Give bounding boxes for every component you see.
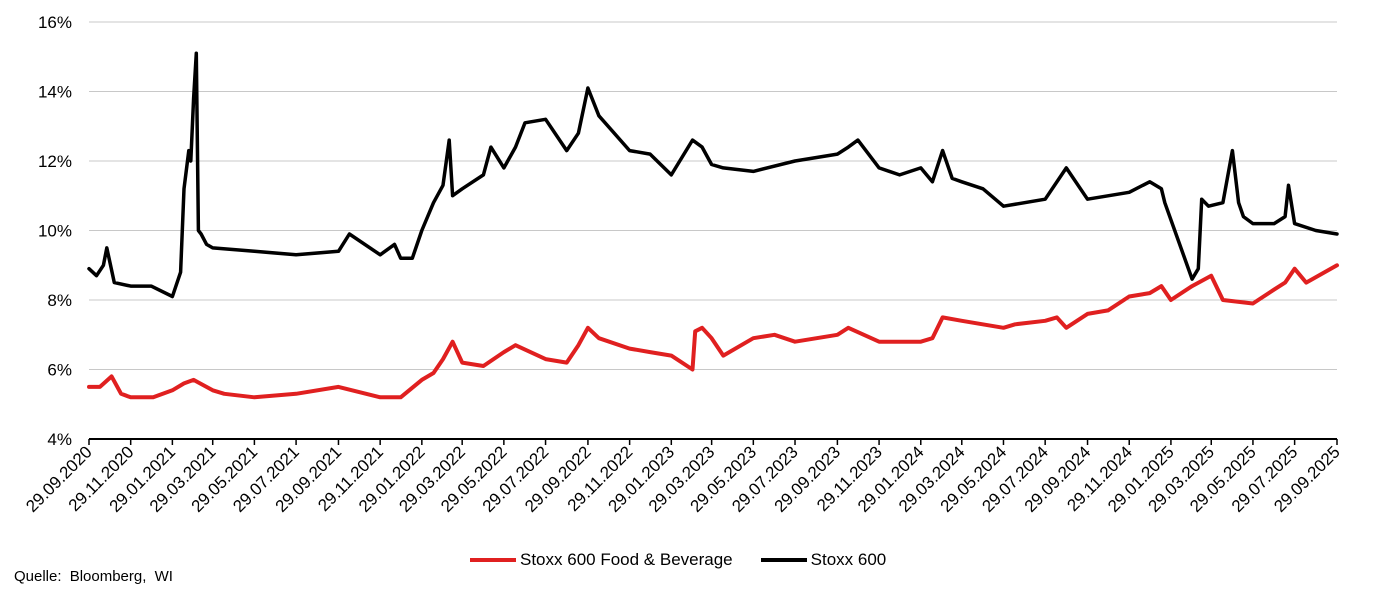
legend-item-food-beverage: Stoxx 600 Food & Beverage [470, 550, 733, 570]
source-note: Quelle: Bloomberg, WI [14, 568, 173, 585]
y-tick-label: 10% [38, 222, 72, 241]
gridlines [89, 21, 1337, 370]
y-tick-label: 4% [47, 430, 72, 449]
y-tick-label: 6% [47, 361, 72, 380]
y-tick-label: 12% [38, 152, 72, 171]
legend: Stoxx 600 Food & Beverage Stoxx 600 [470, 550, 914, 570]
y-tick-label: 8% [47, 291, 72, 310]
legend-label-food-beverage: Stoxx 600 Food & Beverage [520, 550, 733, 569]
y-axis: 4% 6% 8% 10% 12% 14% 16% [38, 13, 72, 449]
legend-label-stoxx600: Stoxx 600 [810, 550, 887, 569]
legend-item-stoxx600: Stoxx 600 [760, 550, 887, 570]
series-line-stoxx600 [87, 51, 1339, 299]
y-tick-label: 14% [38, 83, 72, 102]
legend-swatch-black [760, 558, 807, 562]
x-axis: 29.09.202029.11.202029.01.202129.03.2021… [22, 438, 1344, 516]
legend-swatch-red [470, 558, 516, 562]
series-lines [87, 51, 1339, 400]
y-tick-label: 16% [38, 13, 72, 32]
series-line-food-beverage [87, 263, 1339, 400]
